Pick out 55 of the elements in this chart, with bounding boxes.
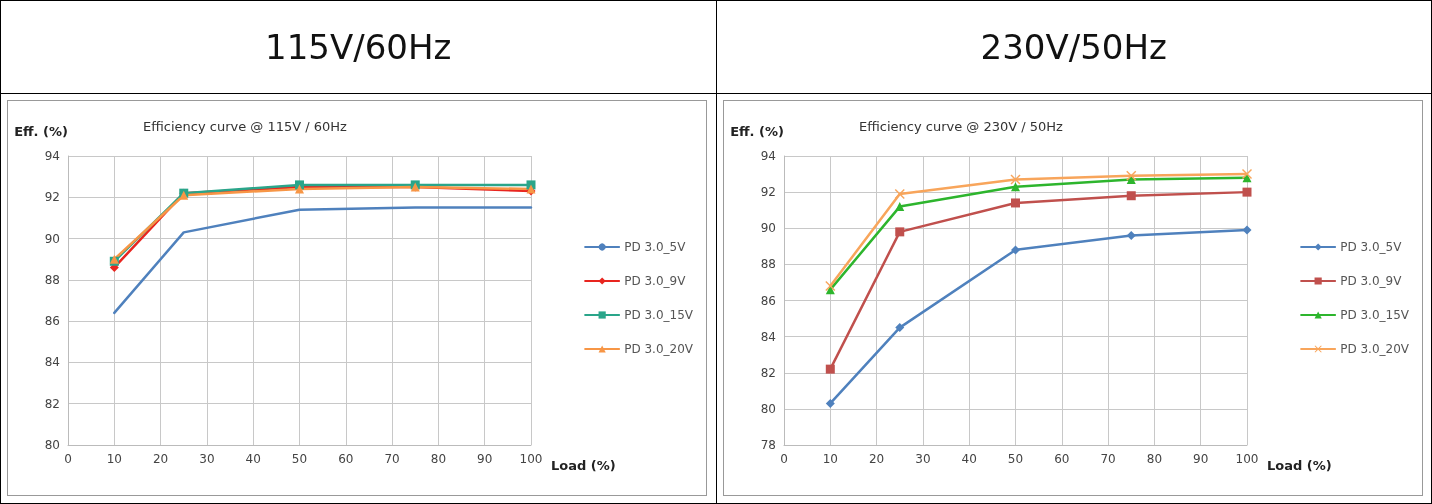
- legend-label: PD 3.0_15V: [1339, 308, 1410, 322]
- legend-label: PD 3.0_9V: [1339, 274, 1402, 288]
- x-tick-label: 30: [914, 452, 931, 466]
- x-axis-title: Load (%): [1266, 458, 1332, 473]
- y-tick-label: 88: [44, 272, 60, 287]
- x-tick-label: 0: [779, 452, 788, 466]
- x-tick-label: 40: [961, 452, 977, 466]
- x-tick-label: 10: [822, 452, 838, 466]
- chart-subtitle: Efficiency curve @ 115V / 60Hz: [143, 119, 348, 134]
- y-tick-label: 86: [760, 293, 776, 308]
- y-tick-label: 82: [44, 396, 60, 411]
- x-tick-label: 60: [1053, 452, 1069, 466]
- x-tick-label: 100: [1235, 452, 1258, 466]
- chart-subtitle: Efficiency curve @ 230V / 50Hz: [858, 119, 1063, 134]
- x-tick-label: 80: [1146, 452, 1162, 466]
- y-tick-label: 84: [760, 329, 776, 344]
- y-tick-label: 88: [760, 257, 776, 272]
- y-tick-label: 94: [760, 149, 776, 163]
- x-tick-label: 40: [245, 452, 261, 466]
- x-tick-label: 50: [1007, 452, 1023, 466]
- y-axis-title: Eff. (%): [14, 124, 68, 139]
- y-tick-label: 90: [760, 221, 776, 236]
- x-tick-label: 100: [519, 452, 543, 466]
- chart-title: 115V/60Hz: [265, 27, 452, 67]
- x-tick-label: 10: [106, 452, 122, 466]
- y-tick-label: 92: [44, 190, 60, 205]
- legend-label: PD 3.0_5V: [624, 240, 687, 254]
- y-tick-label: 92: [760, 185, 776, 200]
- x-tick-label: 70: [1099, 452, 1116, 466]
- x-axis-title: Load (%): [551, 458, 616, 473]
- legend-label: PD 3.0_15V: [624, 308, 694, 322]
- legend-label: PD 3.0_9V: [624, 274, 687, 288]
- legend-label: PD 3.0_20V: [624, 342, 694, 356]
- y-tick-label: 94: [44, 149, 60, 163]
- legend-label: PD 3.0_5V: [1339, 240, 1402, 254]
- legend-label: PD 3.0_20V: [1339, 342, 1410, 356]
- x-tick-label: 70: [384, 452, 400, 466]
- x-tick-label: 90: [1192, 452, 1208, 466]
- x-tick-label: 80: [430, 452, 447, 466]
- y-tick-label: 80: [760, 401, 776, 416]
- x-tick-label: 30: [199, 452, 215, 466]
- y-axis-title: Eff. (%): [729, 124, 784, 139]
- y-tick-label: 90: [44, 231, 60, 246]
- x-tick-label: 20: [868, 452, 884, 466]
- x-tick-label: 90: [477, 452, 493, 466]
- y-tick-label: 80: [44, 438, 60, 452]
- y-tick-label: 84: [44, 355, 60, 370]
- y-tick-label: 86: [44, 314, 60, 329]
- chart-title: 230V/50Hz: [980, 27, 1167, 67]
- y-tick-label: 78: [760, 438, 776, 452]
- x-tick-label: 60: [338, 452, 354, 466]
- y-tick-label: 82: [760, 365, 776, 380]
- x-tick-label: 20: [152, 452, 169, 466]
- x-tick-label: 0: [64, 452, 72, 466]
- x-tick-label: 50: [291, 452, 308, 466]
